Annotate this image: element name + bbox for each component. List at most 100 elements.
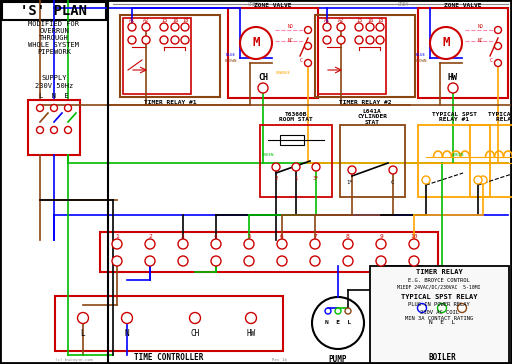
Text: CH: CH: [190, 329, 200, 339]
Text: TIMER RELAY #1: TIMER RELAY #1: [144, 100, 196, 106]
Bar: [418, 125, 490, 197]
Text: BROWN: BROWN: [415, 59, 427, 63]
Circle shape: [355, 23, 363, 31]
Text: A2: A2: [143, 19, 149, 24]
Text: 10: 10: [410, 233, 418, 238]
Circle shape: [335, 308, 341, 314]
Text: A2: A2: [338, 19, 344, 24]
Circle shape: [277, 239, 287, 249]
Text: V4043H
ZONE VALVE: V4043H ZONE VALVE: [254, 0, 292, 8]
Circle shape: [51, 104, 57, 111]
Circle shape: [422, 176, 430, 184]
Text: 1*: 1*: [347, 179, 353, 185]
Text: Rev 1b: Rev 1b: [272, 358, 288, 362]
Circle shape: [211, 256, 221, 266]
Text: HW: HW: [246, 329, 255, 339]
Text: N  E  L: N E L: [429, 320, 455, 324]
Circle shape: [417, 304, 426, 313]
Circle shape: [181, 23, 189, 31]
Circle shape: [160, 23, 168, 31]
Text: BLUE: BLUE: [416, 53, 426, 57]
Text: M: M: [252, 36, 260, 50]
Circle shape: [258, 83, 268, 93]
Text: 15: 15: [161, 19, 167, 24]
Circle shape: [65, 104, 72, 111]
Text: 15: 15: [356, 19, 362, 24]
Circle shape: [178, 239, 188, 249]
Text: GREEN: GREEN: [452, 153, 464, 157]
Text: 230V AC COIL: 230V AC COIL: [419, 309, 459, 314]
Bar: [418, 8, 508, 98]
Circle shape: [325, 308, 331, 314]
Text: BLUE: BLUE: [226, 53, 236, 57]
Circle shape: [495, 43, 501, 50]
Circle shape: [448, 83, 458, 93]
Text: 6: 6: [280, 233, 284, 238]
Text: MODIFIED FOR
OVERRUN
THROUGH
WHOLE SYSTEM
PIPEWORK: MODIFIED FOR OVERRUN THROUGH WHOLE SYSTE…: [29, 21, 79, 55]
Circle shape: [142, 23, 150, 31]
Bar: [315, 15, 415, 97]
Text: N: N: [125, 329, 130, 339]
Circle shape: [312, 297, 364, 349]
Text: (c) bwcoyne.com: (c) bwcoyne.com: [55, 358, 93, 362]
Text: M1EDF 24VAC/DC/230VAC  5-10MI: M1EDF 24VAC/DC/230VAC 5-10MI: [397, 285, 481, 289]
Text: L: L: [81, 329, 86, 339]
Circle shape: [376, 36, 384, 44]
Circle shape: [36, 127, 44, 134]
Circle shape: [171, 23, 179, 31]
Circle shape: [323, 36, 331, 44]
Text: 4: 4: [214, 233, 218, 238]
Circle shape: [458, 304, 466, 313]
Circle shape: [112, 256, 122, 266]
Circle shape: [495, 27, 501, 33]
Text: NC: NC: [477, 39, 483, 44]
Circle shape: [142, 36, 150, 44]
Circle shape: [244, 256, 254, 266]
Circle shape: [389, 166, 397, 174]
Circle shape: [171, 36, 179, 44]
Text: TIMER RELAY: TIMER RELAY: [416, 269, 462, 275]
Text: 16: 16: [367, 19, 373, 24]
Circle shape: [376, 23, 384, 31]
Circle shape: [189, 313, 201, 324]
Circle shape: [366, 36, 374, 44]
Text: 3*: 3*: [313, 177, 319, 182]
Text: A1: A1: [324, 19, 330, 24]
Circle shape: [479, 176, 487, 184]
Text: V4043H
ZONE VALVE: V4043H ZONE VALVE: [444, 0, 482, 8]
Circle shape: [366, 23, 374, 31]
Text: 5: 5: [247, 233, 251, 238]
Circle shape: [409, 239, 419, 249]
Text: BROWN: BROWN: [225, 59, 237, 63]
Text: SUPPLY
230V 50Hz: SUPPLY 230V 50Hz: [35, 75, 73, 88]
Circle shape: [51, 127, 57, 134]
Circle shape: [128, 36, 136, 44]
Text: L  N  E: L N E: [39, 93, 69, 99]
Text: L641A
CYLINDER
STAT: L641A CYLINDER STAT: [357, 109, 387, 125]
Text: 2: 2: [148, 233, 152, 238]
Circle shape: [337, 23, 345, 31]
Text: 1: 1: [115, 233, 119, 238]
Text: GREY: GREY: [247, 1, 259, 7]
Circle shape: [409, 256, 419, 266]
Circle shape: [36, 104, 44, 111]
Circle shape: [310, 256, 320, 266]
Circle shape: [305, 27, 311, 33]
Text: 'S' PLAN: 'S' PLAN: [20, 4, 88, 18]
Circle shape: [292, 163, 300, 171]
Text: MIN 3A CONTACT RATING: MIN 3A CONTACT RATING: [405, 317, 473, 321]
Bar: [123, 18, 191, 94]
Text: TYPICAL SPST RELAY: TYPICAL SPST RELAY: [401, 294, 477, 300]
Circle shape: [181, 36, 189, 44]
Text: 18: 18: [377, 19, 383, 24]
Text: C: C: [300, 58, 303, 63]
Bar: [260, 125, 332, 197]
Circle shape: [474, 176, 482, 184]
Text: TYPICAL SPST
RELAY #2: TYPICAL SPST RELAY #2: [488, 112, 512, 122]
Circle shape: [128, 23, 136, 31]
Text: NO: NO: [477, 24, 483, 28]
Text: T6360B
ROOM STAT: T6360B ROOM STAT: [279, 112, 313, 122]
Circle shape: [348, 166, 356, 174]
Text: TIMER RELAY #2: TIMER RELAY #2: [339, 100, 391, 106]
Circle shape: [345, 308, 351, 314]
